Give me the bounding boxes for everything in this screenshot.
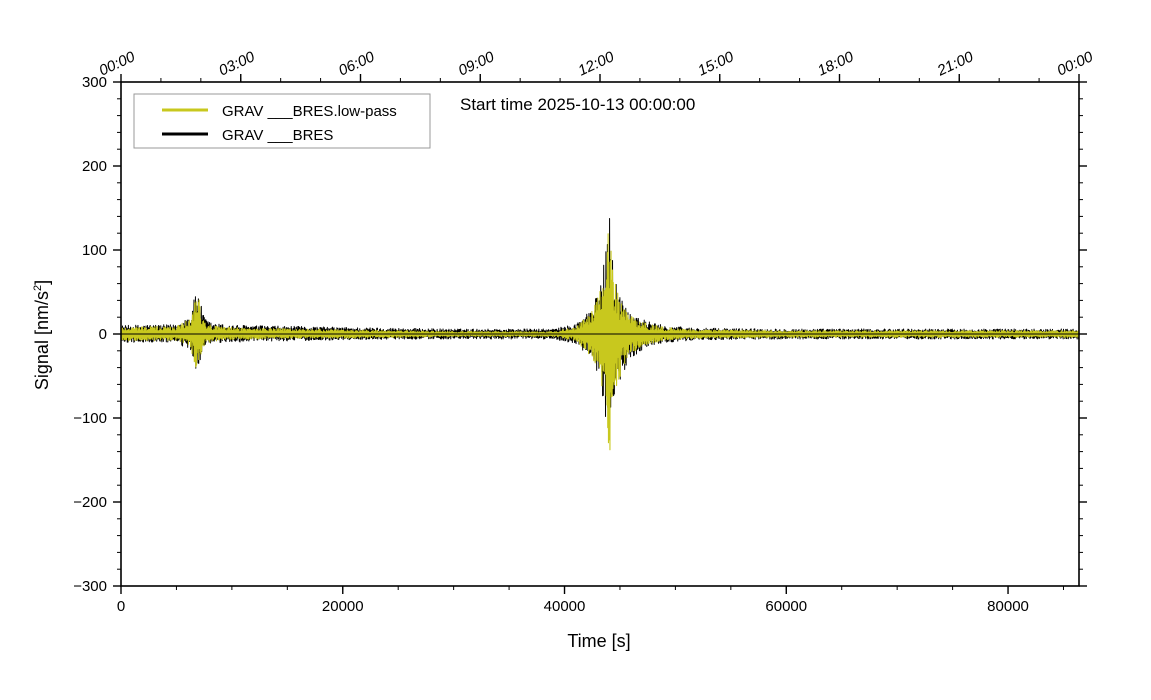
- legend: GRAV ___BRES.low-pass GRAV ___BRES: [133, 93, 431, 149]
- top-time-label: 15:00: [695, 48, 737, 80]
- y-tick-label: −200: [73, 494, 107, 511]
- series-line-lowpass: [120, 233, 1080, 451]
- y-axis-label-main: Signal [nm/s: [32, 291, 52, 390]
- y-axis-label-tail: ]: [32, 280, 52, 285]
- y-tick-label: 200: [82, 158, 107, 175]
- y-tick-label: −100: [73, 410, 107, 427]
- legend-label-raw: GRAV ___BRES: [222, 127, 333, 144]
- top-time-label: 00:00: [96, 48, 138, 80]
- x-tick-label: 20000: [322, 598, 364, 615]
- x-axis-label: Time [s]: [567, 631, 630, 651]
- top-time-label: 18:00: [815, 48, 857, 80]
- top-time-label: 03:00: [216, 48, 258, 80]
- x-tick-label: 60000: [765, 598, 807, 615]
- y-tick-label: 300: [82, 74, 107, 91]
- top-time-label: 12:00: [575, 48, 617, 80]
- top-time-label: 00:00: [1054, 48, 1096, 80]
- top-time-label: 09:00: [456, 48, 498, 80]
- y-tick-label: 100: [82, 242, 107, 259]
- x-tick-label: 0: [117, 598, 125, 615]
- start-time-annotation: Start time 2025-10-13 00:00:00: [460, 95, 695, 114]
- y-axis-label-sup: 2: [32, 285, 44, 291]
- y-tick-label: −300: [73, 578, 107, 595]
- top-time-label: 06:00: [336, 48, 378, 80]
- x-tick-label: 80000: [987, 598, 1029, 615]
- x-tick-label: 40000: [544, 598, 586, 615]
- legend-label-lowpass: GRAV ___BRES.low-pass: [222, 103, 397, 120]
- legend-box: [133, 93, 431, 149]
- top-time-label: 21:00: [934, 48, 977, 80]
- y-tick-label: 0: [99, 326, 107, 343]
- y-axis-label: Signal [nm/s2]: [32, 280, 52, 390]
